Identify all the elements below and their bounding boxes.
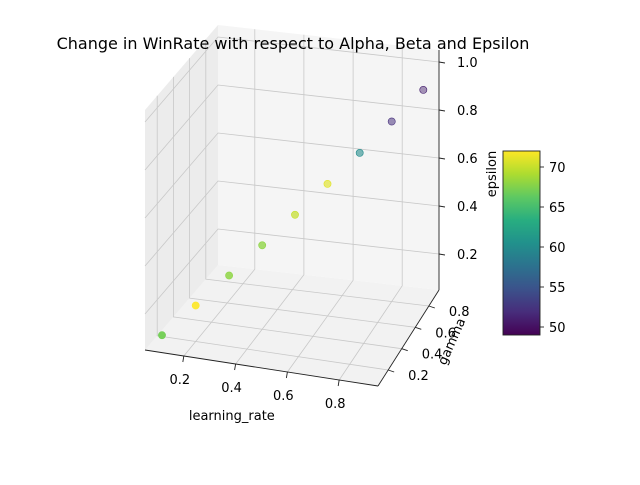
data-point: [225, 271, 233, 280]
z-gridline: [144, 84, 440, 171]
z-gridline: [144, 180, 440, 267]
colorbar-tick-label: 55: [549, 281, 566, 296]
x-gridline: [183, 29, 256, 357]
x-axis-label: learning_rate: [189, 409, 275, 424]
data-point: [191, 301, 200, 310]
chart-title: Change in WinRate with respect to Alpha,…: [56, 34, 530, 53]
x-gridline: [235, 34, 305, 365]
z-tick-mark: [438, 61, 446, 64]
x-gridline: [287, 40, 354, 373]
y-tick-mark: [401, 348, 408, 352]
z-tick-label: 1.0: [457, 56, 478, 71]
z-gridline: [144, 132, 440, 219]
colorbar-tick-label: 50: [549, 321, 566, 336]
z-gridline: [144, 36, 440, 123]
data-point: [419, 86, 428, 94]
y-tick-mark: [388, 369, 395, 373]
y-gridline: [172, 76, 402, 350]
x-tick-label: 0.4: [221, 381, 242, 396]
z-tick-label: 0.8: [457, 104, 478, 119]
y-tick-label: 0.4: [422, 348, 443, 363]
data-point: [355, 148, 364, 157]
z-tick-label: 0.2: [457, 248, 478, 263]
y-tick-label: 0.6: [435, 326, 456, 341]
y-gridline: [205, 39, 429, 307]
y-axis-label: gamma: [435, 316, 469, 367]
data-point: [258, 241, 267, 250]
x-tick-mark: [182, 355, 185, 363]
z-tick-mark: [438, 109, 446, 112]
x-tick-mark: [285, 371, 288, 379]
data-point: [323, 179, 332, 188]
z-axis-label: epsilon: [485, 151, 500, 197]
x-tick-mark: [234, 363, 237, 371]
z-tick-mark: [438, 253, 446, 256]
x-gridline: [338, 45, 403, 381]
data-point: [158, 331, 166, 340]
y-tick-mark: [415, 326, 422, 330]
data-point: [291, 210, 299, 219]
z-tick-label: 0.4: [457, 200, 478, 215]
data-point: [387, 117, 396, 126]
x-tick-mark: [337, 379, 340, 387]
y-tick-label: 0.8: [449, 305, 470, 320]
z-tick-mark: [438, 157, 446, 160]
y-gridline: [156, 95, 389, 371]
colorbar-tick-label: 70: [549, 161, 566, 176]
colorbar-tick-label: 60: [549, 241, 566, 256]
z-gridline: [144, 228, 440, 315]
z-tick-label: 0.6: [457, 152, 478, 167]
floor-pane: [145, 265, 439, 386]
y-tick-mark: [428, 305, 435, 309]
x-tick-label: 0.8: [325, 397, 346, 412]
x-tick-label: 0.6: [273, 389, 294, 404]
colorbar-gradient: [502, 150, 541, 336]
z-tick-mark: [438, 205, 446, 208]
y-tick-label: 0.2: [408, 369, 429, 384]
x-tick-label: 0.2: [169, 373, 190, 388]
colorbar-tick-label: 65: [549, 201, 566, 216]
y-gridline: [189, 58, 416, 328]
